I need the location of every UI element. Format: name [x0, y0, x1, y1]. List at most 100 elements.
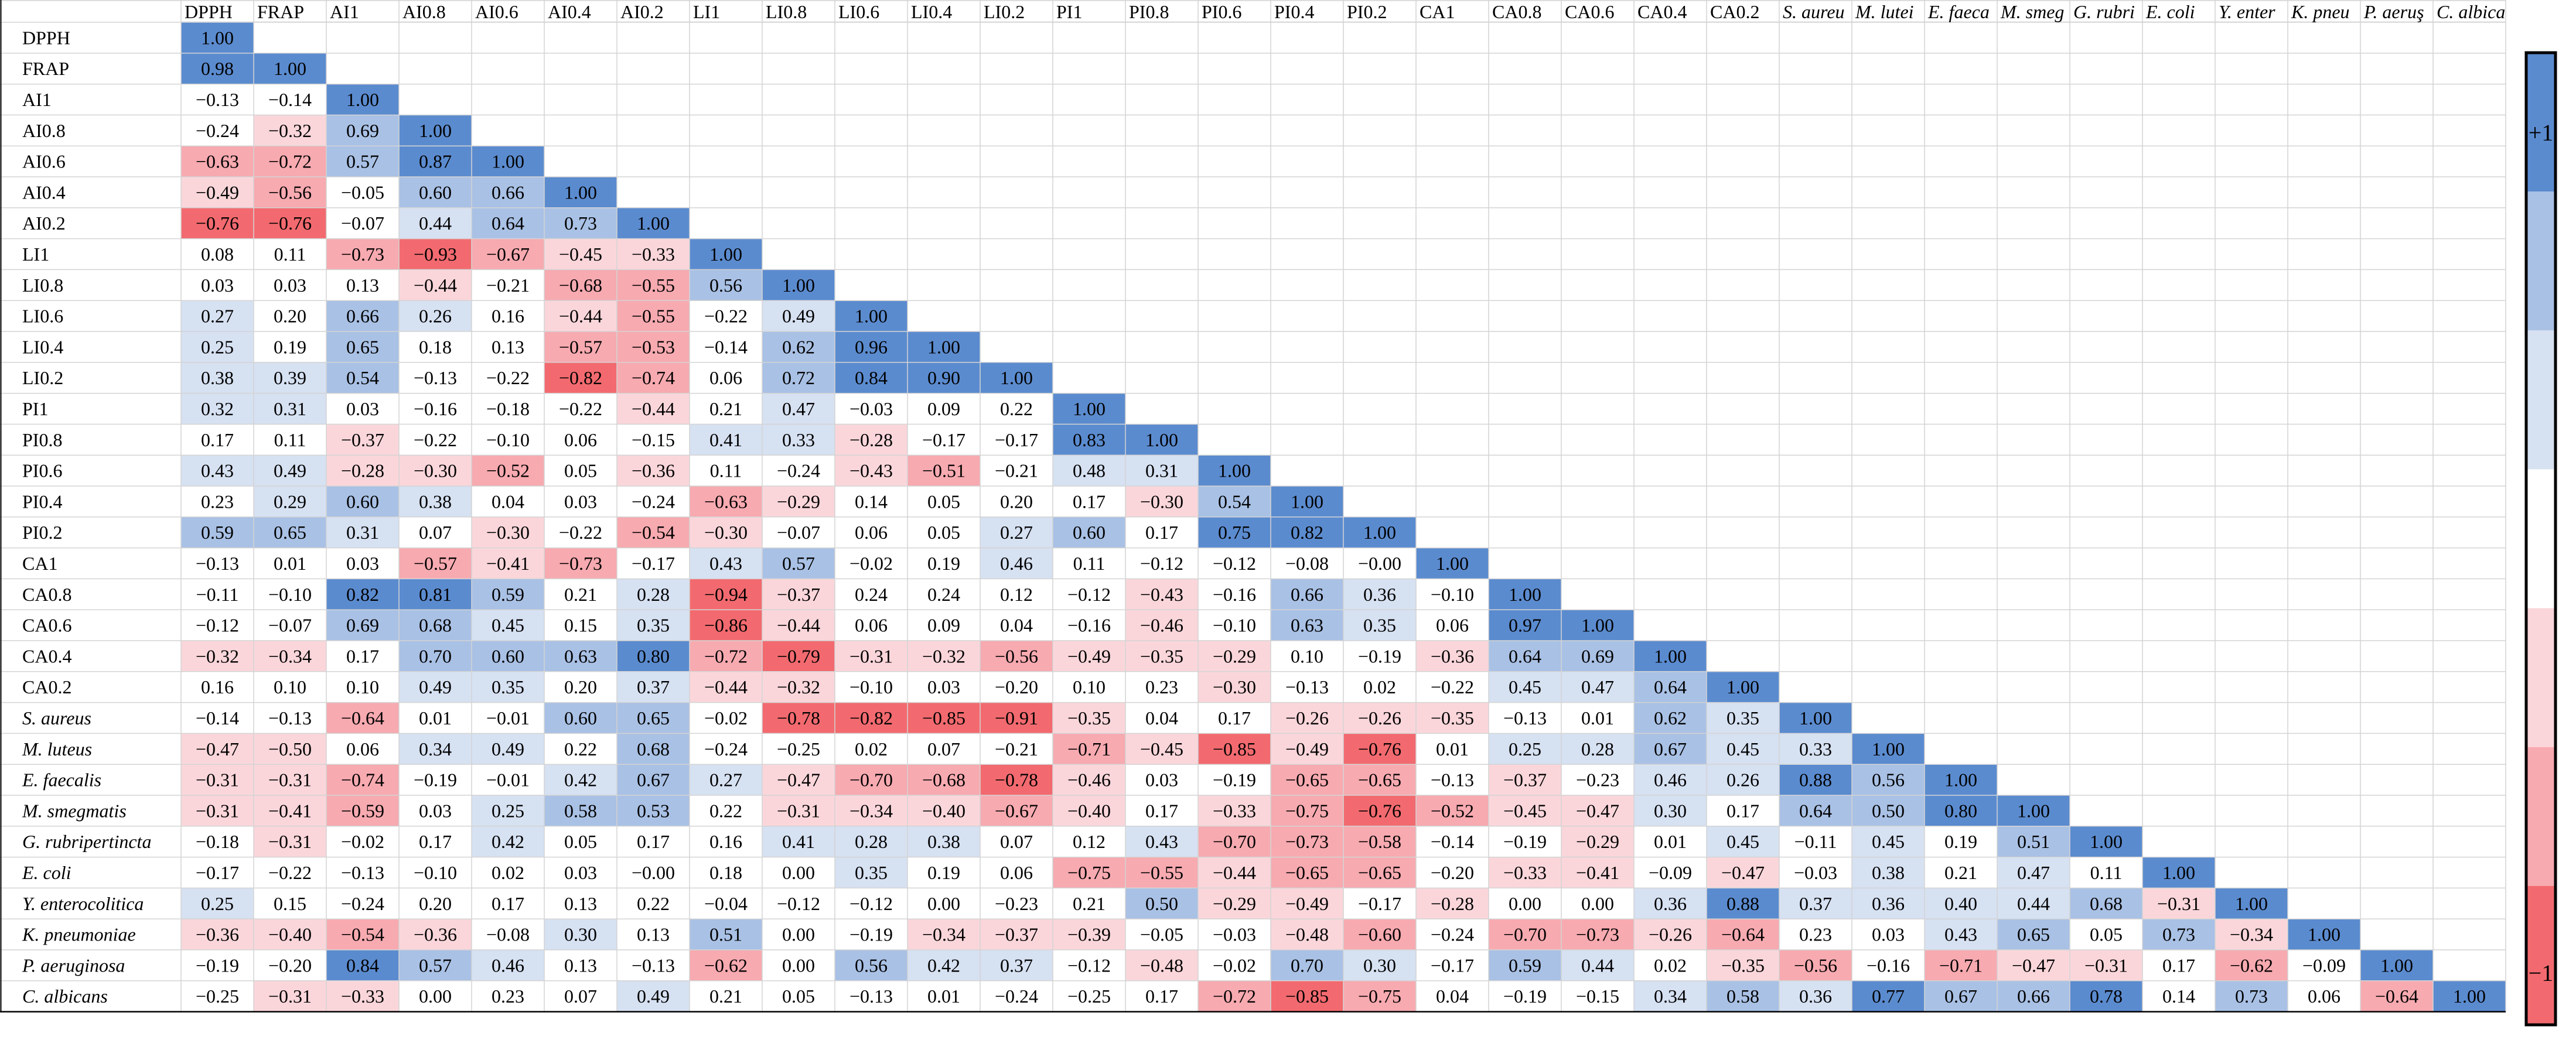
heatmap-cell: [617, 300, 690, 331]
heatmap-cell: [907, 610, 980, 641]
cell-value: −0.34: [2230, 924, 2273, 945]
cell-value: 0.43: [1145, 831, 1178, 852]
heatmap-cell: [617, 826, 690, 857]
heatmap-cell: [907, 980, 980, 1012]
cell-value: 0.41: [782, 831, 815, 852]
cell-value: 1.00: [1872, 738, 1905, 760]
heatmap-cell: [1198, 795, 1271, 826]
cell-value: 0.65: [637, 707, 670, 728]
heatmap-cell: [1198, 610, 1271, 641]
heatmap-cell: [1925, 764, 1997, 795]
heatmap-cell: [472, 300, 544, 331]
cell-value: 0.65: [2017, 924, 2050, 945]
heatmap-cell: [617, 795, 690, 826]
cell-value: 0.51: [2017, 831, 2050, 852]
heatmap-cell: [1198, 455, 1271, 486]
cell-value: 0.17: [637, 831, 670, 852]
heatmap-cell: [1634, 795, 1707, 826]
cell-value: −0.31: [2157, 893, 2200, 914]
cell-value: 0.60: [419, 182, 452, 203]
heatmap-cell: [980, 857, 1053, 888]
cell-value: −0.20: [995, 676, 1038, 697]
heatmap-cell: [762, 826, 835, 857]
cell-value: 0.27: [201, 306, 234, 327]
cell-value: 0.13: [564, 893, 597, 914]
heatmap-cell: [1271, 826, 1343, 857]
cell-value: −0.05: [341, 182, 384, 203]
column-label-c-albicans: C. albica: [2437, 1, 2505, 22]
heatmap-cell: [762, 764, 835, 795]
heatmap-cell: [1634, 857, 1707, 888]
heatmap-cell: [835, 826, 907, 857]
cell-value: −0.14: [704, 336, 748, 357]
heatmap-cell: [980, 486, 1053, 517]
cell-value: −0.26: [1285, 707, 1329, 728]
cell-value: −0.09: [2302, 955, 2346, 976]
heatmap-cell: [617, 331, 690, 362]
cell-value: 0.06: [855, 615, 888, 636]
cell-value: 0.49: [274, 460, 306, 481]
heatmap-cell: [1489, 641, 1561, 672]
cell-value: −0.49: [1285, 738, 1329, 760]
cell-value: −0.02: [1213, 955, 1256, 976]
cell-value: −0.46: [1067, 769, 1111, 791]
heatmap-cell: [1852, 888, 1925, 919]
heatmap-cell: [544, 362, 617, 394]
cell-value: 0.59: [1509, 955, 1541, 976]
heatmap-cell: [2142, 888, 2215, 919]
cell-value: 0.01: [927, 986, 960, 1007]
cell-value: 0.87: [419, 151, 452, 172]
heatmap-cell: [617, 980, 690, 1012]
heatmap-cell: [326, 517, 399, 548]
cell-value: 0.17: [419, 831, 452, 852]
heatmap-cell: [254, 980, 326, 1012]
cell-value: 0.21: [709, 398, 742, 419]
heatmap-cell: [1125, 980, 1198, 1012]
heatmap-cell: [690, 455, 762, 486]
heatmap-cell: [1271, 579, 1343, 610]
row-label-ai1: AI1: [22, 89, 52, 110]
row-label-li0-2: LI0.2: [22, 367, 63, 388]
cell-value: −0.35: [1067, 707, 1111, 728]
cell-value: 0.25: [201, 336, 234, 357]
cell-value: 0.28: [855, 831, 888, 852]
cell-value: 0.06: [855, 522, 888, 543]
heatmap-cell: [326, 857, 399, 888]
cell-value: 0.31: [274, 398, 306, 419]
heatmap-cell: [617, 362, 690, 394]
cell-value: 0.83: [1073, 429, 1106, 450]
cell-value: 1.00: [201, 27, 234, 48]
cell-value: 0.35: [1727, 707, 1759, 728]
heatmap-cell: [1707, 733, 1779, 765]
cell-value: 0.67: [1654, 738, 1687, 760]
column-label-s-aureus: S. aureu: [1783, 1, 1844, 22]
cell-value: −0.40: [1067, 800, 1111, 821]
cell-value: −0.15: [632, 429, 675, 450]
heatmap-cell: [399, 517, 472, 548]
cell-value: 1.00: [1654, 645, 1687, 666]
cell-value: −0.34: [922, 924, 965, 945]
cell-value: 0.23: [492, 986, 524, 1007]
cell-value: 0.20: [419, 893, 452, 914]
row-label-g-rubripertincta: G. rubripertincta: [22, 831, 151, 852]
cell-value: −0.82: [559, 367, 602, 388]
cell-value: 0.23: [1145, 676, 1178, 697]
cell-value: −0.44: [704, 676, 748, 697]
cell-value: −0.55: [1140, 862, 1183, 883]
heatmap-cell: [399, 362, 472, 394]
cell-value: −0.21: [995, 738, 1038, 760]
heatmap-cell: [980, 517, 1053, 548]
cell-value: −0.48: [1140, 955, 1183, 976]
cell-value: −0.74: [341, 769, 384, 791]
cell-value: 0.13: [346, 275, 379, 296]
heatmap-cell: [2070, 888, 2142, 919]
heatmap-cell: [690, 579, 762, 610]
cell-value: 0.03: [201, 275, 234, 296]
cell-value: −0.76: [268, 213, 312, 234]
heatmap-cell: [472, 393, 544, 425]
row-label-pi0-6: PI0.6: [22, 460, 62, 481]
column-label-ai0-4: AI0.4: [548, 1, 591, 22]
cell-value: 0.51: [709, 924, 742, 945]
heatmap-cell: [1779, 919, 1852, 950]
heatmap-cell: [1779, 857, 1852, 888]
